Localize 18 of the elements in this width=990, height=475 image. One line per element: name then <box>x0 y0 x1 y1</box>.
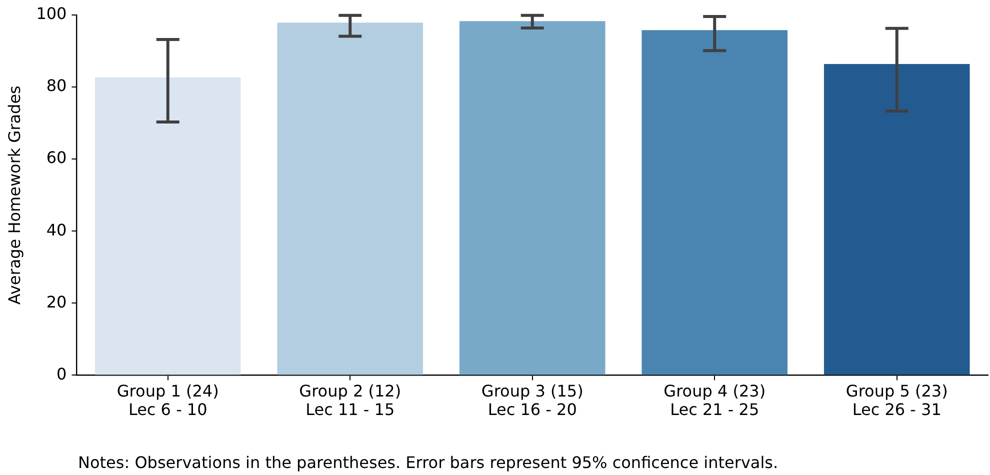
x-tick-label: Group 1 (24) Lec 6 - 10 <box>116 382 219 419</box>
bar <box>277 22 424 375</box>
y-tick-label: 100 <box>36 4 67 24</box>
x-tick-label: Group 2 (12) Lec 11 - 15 <box>299 382 402 419</box>
y-tick-label: 0 <box>56 364 67 384</box>
bar <box>824 64 970 375</box>
y-tick-label: 20 <box>46 292 67 312</box>
y-tick-label: 80 <box>46 76 67 96</box>
x-tick-label: Group 3 (15) Lec 16 - 20 <box>481 382 584 419</box>
x-tick-label: Group 4 (23) Lec 21 - 25 <box>664 382 766 419</box>
bar <box>94 77 241 375</box>
bar <box>459 21 606 375</box>
y-tick-label: 60 <box>46 148 67 168</box>
y-axis-title: Average Homework Grades <box>4 86 24 305</box>
x-tick-label: Group 5 (23) Lec 26 - 31 <box>846 382 948 419</box>
y-tick-label: 40 <box>46 220 67 240</box>
text: Notes: Observations in the parentheses. Error bars represent 95% conficence intervals. <box>78 453 778 472</box>
bar <box>642 30 788 375</box>
